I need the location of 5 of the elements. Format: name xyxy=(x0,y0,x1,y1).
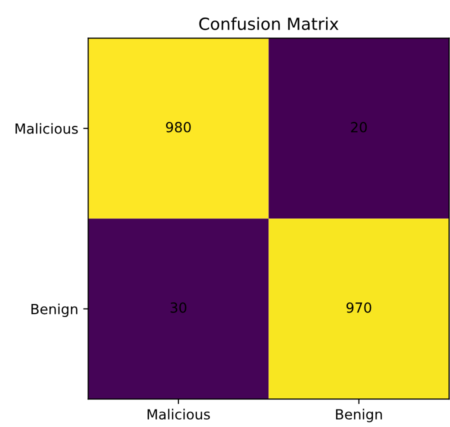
data-label: 30 xyxy=(170,302,186,313)
data-label: 980 xyxy=(166,122,191,132)
data-label: 970 xyxy=(346,302,372,313)
chart-title: Confusion Matrix xyxy=(199,17,338,30)
data-label: 20 xyxy=(351,122,367,132)
